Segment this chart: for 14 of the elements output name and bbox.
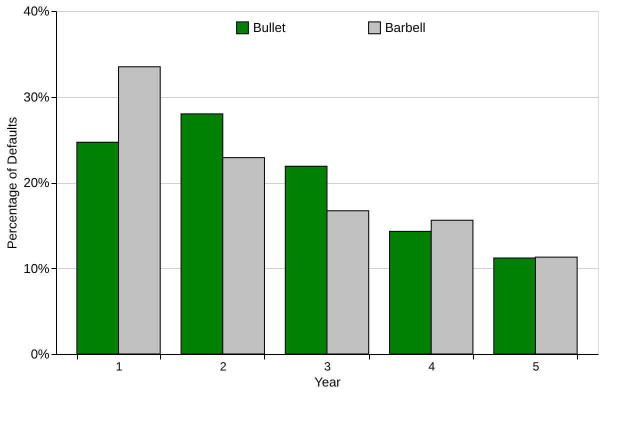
x-tick-label: 1 (116, 360, 123, 374)
y-tick-label: 40% (23, 4, 50, 18)
y-tick-label: 10% (23, 260, 50, 276)
y-tick-label: 20% (23, 175, 50, 190)
y-axis-title: Percentage of Defaults (4, 116, 20, 250)
legend-label: Barbell (385, 20, 426, 35)
legend-label: Bullet (253, 20, 286, 35)
y-tick-label: 30% (23, 89, 50, 104)
x-tick-label: 3 (324, 360, 332, 374)
x-tick-label: 4 (428, 360, 436, 374)
x-axis-title: Year (314, 374, 342, 390)
y-tick-label: 0% (30, 346, 50, 362)
x-tick-label: 5 (532, 360, 540, 374)
x-tick-label: 2 (220, 360, 227, 374)
